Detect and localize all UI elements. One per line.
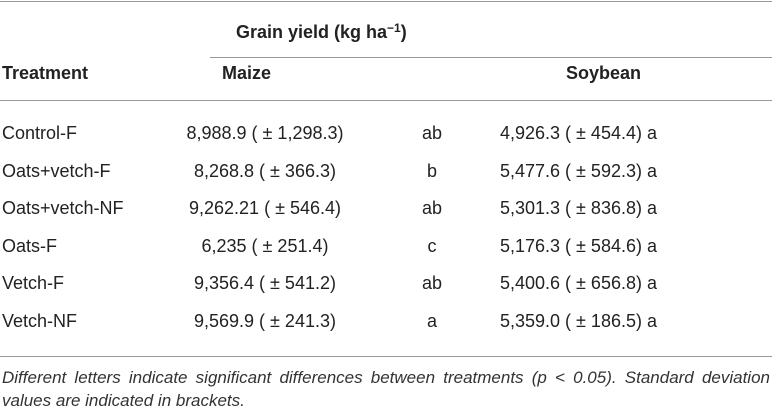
soybean-cell: 5,477.6 ( ± 592.3) a [500, 160, 657, 181]
maize-value-cell: 9,356.4 ( ± 541.2) [194, 273, 336, 294]
treatment-cell: Oats+vetch-NF [2, 198, 124, 219]
maize-letter-cell: a [426, 311, 437, 331]
title-superscript: −1 [387, 21, 401, 35]
maize-value-cell: 8,988.9 ( ± 1,298.3) [186, 123, 344, 143]
maize-letter-cell: ab [421, 123, 443, 143]
soybean-cell: 5,400.6 ( ± 656.8) a [500, 273, 657, 294]
soybean-cell: 5,176.3 ( ± 584.6) a [500, 235, 657, 256]
soybean-cell: 4,926.3 ( ± 454.4) a [500, 123, 657, 143]
maize-value-cell: 9,262.21 ( ± 546.4) [189, 198, 341, 219]
soybean-cell: 5,301.3 ( ± 836.8) a [500, 198, 657, 219]
header-bottom-rule [0, 100, 772, 101]
title-end: ) [400, 22, 407, 42]
maize-letter-cell: ab [421, 198, 443, 219]
header-title: Grain yield (kg ha−1) [236, 21, 407, 43]
column-header: Soybean [566, 63, 642, 83]
soybean-cell: 5,359.0 ( ± 186.5) a [500, 311, 657, 331]
treatment-cell: Control-F [2, 123, 78, 143]
treatment-cell: Vetch-NF [2, 311, 78, 331]
footnote: Different letters indicate significant d… [2, 368, 770, 410]
column-header: Treatment [2, 63, 89, 83]
treatment-cell: Vetch-F [2, 273, 65, 294]
treatment-cell: Oats-F [2, 235, 58, 256]
column-header: Maize [222, 63, 272, 83]
title-text: Grain yield (kg ha [236, 22, 388, 42]
top-rule [0, 1, 772, 2]
maize-value-cell: 9,569.9 ( ± 241.3) [194, 311, 336, 331]
bottom-rule [0, 356, 772, 357]
maize-value-cell: 6,235 ( ± 251.4) [201, 235, 329, 256]
header-rule [210, 57, 772, 58]
treatment-cell: Oats+vetch-F [2, 160, 111, 181]
maize-letter-cell: c [427, 235, 437, 256]
maize-letter-cell: ab [421, 273, 443, 294]
maize-letter-cell: b [426, 160, 437, 181]
maize-value-cell: 8,268.8 ( ± 366.3) [194, 160, 336, 181]
